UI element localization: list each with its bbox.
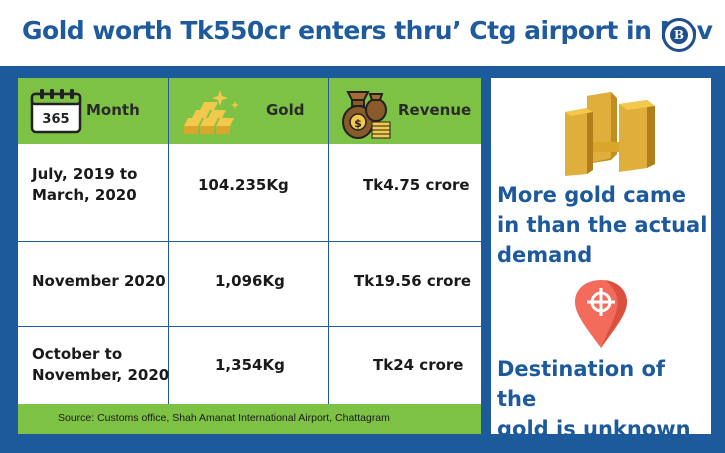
statement-more-gold: More gold came in than the actual demand	[497, 180, 707, 270]
data-table: 365 Month	[18, 78, 481, 434]
svg-text:$: $	[354, 117, 362, 130]
column-label-gold: Gold	[266, 101, 305, 119]
calendar-number: 365	[42, 112, 69, 127]
statement-line: demand	[497, 243, 593, 267]
title-bar: Gold worth Tk550cr enters thru’ Ctg airp…	[0, 0, 725, 66]
statement-line: More gold came	[497, 183, 686, 207]
page-title: Gold worth Tk550cr enters thru’ Ctg airp…	[22, 16, 713, 45]
logo-letter: B	[670, 26, 688, 44]
location-pin-icon	[575, 280, 627, 348]
source-note: Source: Customs office, Shah Amanat Inte…	[58, 412, 390, 424]
money-bag-icon: $	[342, 91, 391, 139]
table-row-3-revenue: Tk24 crore	[373, 356, 464, 374]
table-row-3-gold: 1,354Kg	[215, 356, 285, 374]
column-label-revenue: Revenue	[398, 101, 472, 119]
table-row-1-month: July, 2019 to March, 2020	[32, 164, 137, 206]
statement-destination: Destination of the gold is unknown	[497, 354, 711, 444]
table-row-2-revenue: Tk19.56 crore	[354, 272, 472, 290]
month-line: July, 2019 to	[32, 165, 138, 183]
gold-bars-icon	[184, 90, 239, 134]
statement-line: in than the actual	[497, 213, 708, 237]
row-divider	[18, 241, 481, 242]
column-header-revenue: $ Revenue	[328, 78, 481, 144]
table-row-2-month: November 2020	[32, 272, 166, 290]
table-row-1-revenue: Tk4.75 crore	[363, 176, 470, 194]
month-line: November, 2020	[32, 366, 170, 384]
month-line: March, 2020	[32, 186, 137, 204]
statement-line: gold is unknown	[497, 417, 691, 441]
column-label-month: Month	[86, 101, 140, 119]
row-divider	[18, 326, 481, 327]
month-line: October to	[32, 345, 123, 363]
column-header-gold: Gold	[168, 78, 328, 144]
table-row-1-gold: 104.235Kg	[198, 176, 289, 194]
calendar-icon: 365	[30, 89, 82, 134]
gold-bars-icon	[565, 92, 655, 176]
brand-logo: B	[662, 18, 696, 52]
column-header-month: 365 Month	[18, 78, 168, 144]
content-panel: 365 Month	[0, 66, 725, 453]
table-header: 365 Month	[18, 78, 481, 144]
statement-line: Destination of the	[497, 357, 666, 411]
table-row-2-gold: 1,096Kg	[215, 272, 285, 290]
table-row-3-month: October to November, 2020	[32, 344, 169, 386]
table-footer: Source: Customs office, Shah Amanat Inte…	[18, 404, 481, 434]
side-panel: More gold came in than the actual demand…	[491, 78, 711, 441]
